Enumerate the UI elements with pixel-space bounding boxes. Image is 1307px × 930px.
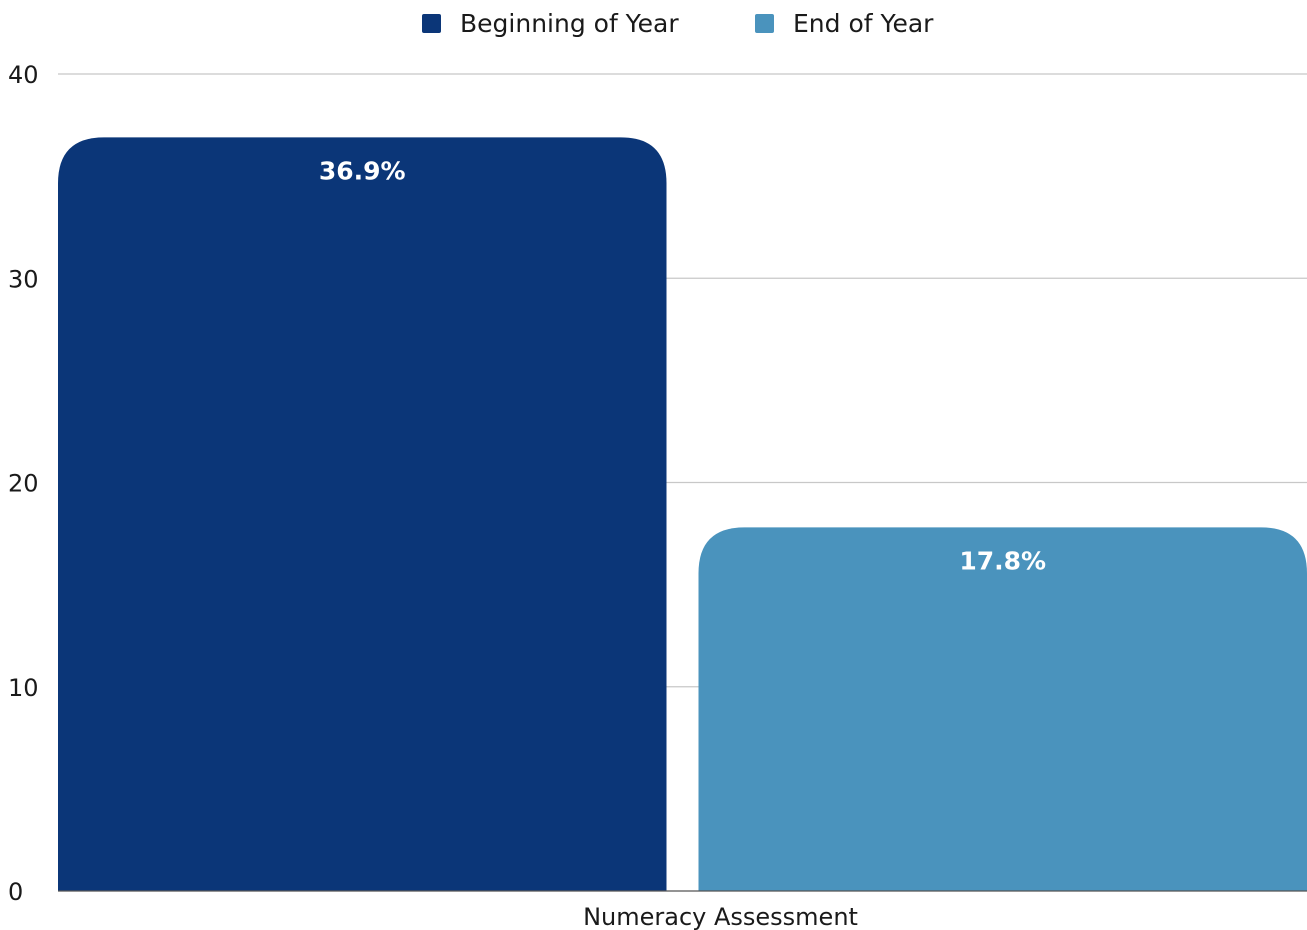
bars: 36.9% 17.8%	[58, 137, 1307, 891]
x-category-label: Numeracy Assessment	[583, 903, 858, 930]
y-tick-label: 10	[8, 674, 39, 702]
data-label: 17.8%	[959, 546, 1046, 575]
y-axis: 0 10 20 30 40	[8, 61, 39, 906]
x-axis: Numeracy Assessment	[58, 890, 1307, 930]
y-tick-label: 20	[8, 470, 39, 498]
legend-swatch	[422, 14, 441, 33]
data-label: 36.9%	[319, 156, 406, 185]
y-tick-label: 40	[8, 61, 39, 89]
legend-label: End of Year	[793, 9, 934, 38]
legend-label: Beginning of Year	[460, 9, 679, 38]
y-tick-label: 30	[8, 265, 39, 293]
bar-beginning-of-year	[58, 137, 667, 891]
legend-swatch	[755, 14, 774, 33]
bar-end-of-year	[698, 527, 1307, 891]
legend: Beginning of Year End of Year	[422, 9, 934, 38]
y-tick-label: 0	[8, 878, 23, 906]
